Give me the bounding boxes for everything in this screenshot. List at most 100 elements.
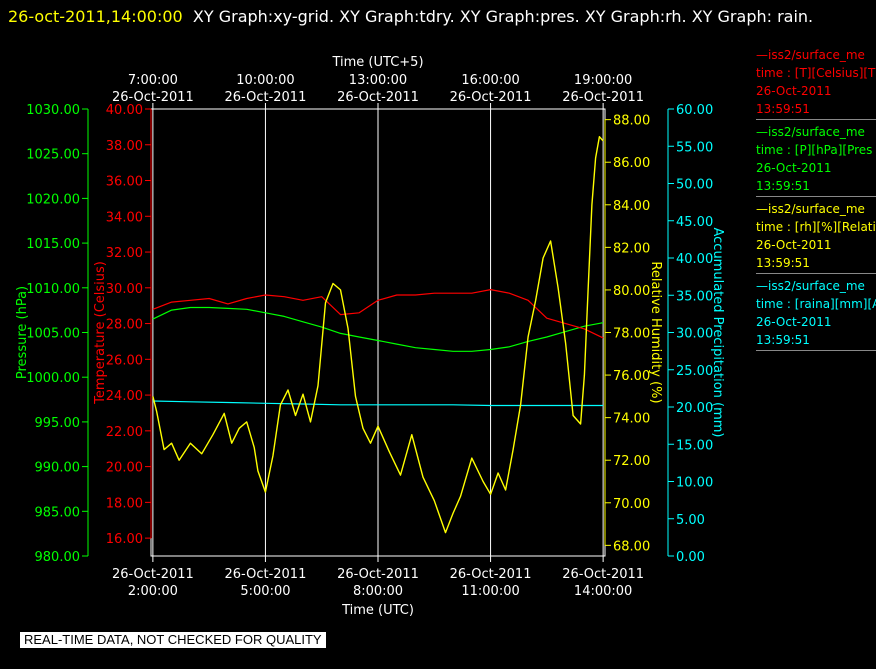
x-top-tick-label-date: 26-Oct-2011 bbox=[337, 90, 419, 105]
y-tick-label-rain: 35.00 bbox=[676, 289, 713, 304]
y-tick-label-rh: 68.00 bbox=[613, 539, 650, 554]
y-tick-label-tdry: 28.00 bbox=[106, 318, 143, 333]
y-tick-label-tdry: 30.00 bbox=[106, 282, 143, 297]
legend-line3: 26-Oct-2011 bbox=[756, 84, 832, 98]
y-tick-label-rain: 45.00 bbox=[676, 215, 713, 230]
x-tick-label-date: 26-Oct-2011 bbox=[562, 567, 644, 582]
legend-line4: 13:59:51 bbox=[756, 102, 810, 116]
y-tick-label-pres: 1030.00 bbox=[26, 103, 80, 118]
y-tick-label-tdry: 36.00 bbox=[106, 175, 143, 190]
y-axis-label-rh: Relative Humidity (%) bbox=[648, 261, 663, 403]
y-tick-label-rh: 74.00 bbox=[613, 412, 650, 427]
y-tick-label-pres: 1010.00 bbox=[26, 282, 80, 297]
y-axis-label-tdry: Temperature (Celsius) bbox=[93, 261, 108, 405]
x-top-axis-label: Time (UTC+5) bbox=[331, 55, 423, 70]
y-tick-label-rain: 30.00 bbox=[676, 327, 713, 342]
x-tick-label-date: 26-Oct-2011 bbox=[225, 567, 307, 582]
y-tick-label-pres: 990.00 bbox=[35, 461, 81, 476]
x-top-tick-label-time: 13:00:00 bbox=[349, 73, 407, 88]
y-tick-label-rh: 84.00 bbox=[613, 199, 650, 214]
y-tick-label-rh: 80.00 bbox=[613, 284, 650, 299]
x-top-tick-label-time: 19:00:00 bbox=[574, 73, 632, 88]
graph-title: 26-oct-2011,14:00:00 XY Graph:xy-grid. X… bbox=[8, 4, 858, 30]
y-axis-label-rain: Accumulated Precipitation (mm) bbox=[710, 227, 725, 437]
y-tick-label-rh: 78.00 bbox=[613, 327, 650, 342]
y-tick-label-tdry: 16.00 bbox=[106, 532, 143, 547]
series-line-tdry bbox=[152, 289, 604, 339]
y-tick-label-rain: 60.00 bbox=[676, 103, 713, 118]
legend-line1: —iss2/surface_me bbox=[756, 48, 865, 62]
series-line-rain bbox=[152, 400, 604, 407]
x-tick-label-time: 11:00:00 bbox=[461, 584, 519, 599]
legend-line4: 13:59:51 bbox=[756, 333, 810, 347]
y-tick-label-rain: 5.00 bbox=[676, 513, 705, 528]
y-tick-label-pres: 1025.00 bbox=[26, 148, 80, 163]
x-top-tick-label-time: 7:00:00 bbox=[128, 73, 178, 88]
legend-line2: time : [rh][%][Relati bbox=[756, 220, 876, 234]
y-tick-label-tdry: 24.00 bbox=[106, 389, 143, 404]
legend-line2: time : [T][Celsius][T bbox=[756, 66, 876, 80]
x-top-tick-label-date: 26-Oct-2011 bbox=[450, 90, 532, 105]
y-tick-label-tdry: 38.00 bbox=[106, 139, 143, 154]
y-tick-label-rh: 72.00 bbox=[613, 454, 650, 469]
y-tick-label-pres: 995.00 bbox=[35, 416, 81, 431]
legend-line3: 26-Oct-2011 bbox=[756, 238, 832, 252]
legend-line4: 13:59:51 bbox=[756, 179, 810, 193]
y-tick-label-rain: 40.00 bbox=[676, 252, 713, 267]
series-line-rh bbox=[152, 135, 604, 534]
x-top-tick-label-date: 26-Oct-2011 bbox=[562, 90, 644, 105]
y-tick-label-rain: 50.00 bbox=[676, 178, 713, 193]
x-tick-label-date: 26-Oct-2011 bbox=[112, 567, 194, 582]
x-tick-label-date: 26-Oct-2011 bbox=[337, 567, 419, 582]
y-tick-label-pres: 1015.00 bbox=[26, 237, 80, 252]
y-tick-label-tdry: 22.00 bbox=[106, 425, 143, 440]
x-tick-label-date: 26-Oct-2011 bbox=[450, 567, 532, 582]
y-axis-label-pres: Pressure (hPa) bbox=[15, 286, 30, 379]
x-top-tick-label-date: 26-Oct-2011 bbox=[112, 90, 194, 105]
legend-line1: —iss2/surface_me bbox=[756, 125, 865, 139]
y-tick-label-tdry: 32.00 bbox=[106, 246, 143, 261]
legend-line3: 26-Oct-2011 bbox=[756, 161, 832, 175]
y-tick-label-rh: 86.00 bbox=[613, 156, 650, 171]
y-tick-label-rh: 70.00 bbox=[613, 497, 650, 512]
title-timestamp: 26-oct-2011,14:00:00 bbox=[8, 7, 183, 26]
x-tick-label-time: 5:00:00 bbox=[240, 584, 290, 599]
y-tick-label-tdry: 26.00 bbox=[106, 353, 143, 368]
y-tick-label-rh: 82.00 bbox=[613, 241, 650, 256]
x-tick-label-time: 14:00:00 bbox=[574, 584, 632, 599]
legend-line3: 26-Oct-2011 bbox=[756, 315, 832, 329]
x-axis-label: Time (UTC) bbox=[341, 603, 414, 618]
y-tick-label-rh: 88.00 bbox=[613, 114, 650, 129]
y-tick-label-rain: 10.00 bbox=[676, 476, 713, 491]
y-tick-label-rain: 0.00 bbox=[676, 550, 705, 565]
legend-line1: —iss2/surface_me bbox=[756, 279, 865, 293]
legend-line4: 13:59:51 bbox=[756, 256, 810, 270]
y-tick-label-pres: 1000.00 bbox=[26, 371, 80, 386]
legend-line2: time : [P][hPa][Pres bbox=[756, 143, 873, 157]
y-tick-label-rain: 25.00 bbox=[676, 364, 713, 379]
legend: —iss2/surface_me time : [T][Celsius][T 26-… bbox=[756, 46, 876, 354]
y-tick-label-rain: 20.00 bbox=[676, 401, 713, 416]
x-tick-label-time: 8:00:00 bbox=[353, 584, 403, 599]
y-tick-label-tdry: 20.00 bbox=[106, 461, 143, 476]
legend-line2: time : [raina][mm][A bbox=[756, 297, 876, 311]
y-tick-label-pres: 1020.00 bbox=[26, 192, 80, 207]
y-tick-label-tdry: 34.00 bbox=[106, 210, 143, 225]
x-top-tick-label-time: 10:00:00 bbox=[236, 73, 294, 88]
title-graph-list: XY Graph:xy-grid. XY Graph:tdry. XY Grap… bbox=[192, 7, 814, 26]
y-tick-label-tdry: 18.00 bbox=[106, 496, 143, 511]
y-tick-label-tdry: 40.00 bbox=[106, 103, 143, 118]
x-tick-label-time: 2:00:00 bbox=[128, 584, 178, 599]
y-tick-label-pres: 980.00 bbox=[35, 550, 81, 565]
y-tick-label-rh: 76.00 bbox=[613, 369, 650, 384]
y-tick-label-rain: 55.00 bbox=[676, 140, 713, 155]
x-top-tick-label-date: 26-Oct-2011 bbox=[225, 90, 307, 105]
y-tick-label-pres: 1005.00 bbox=[26, 327, 80, 342]
legend-line1: —iss2/surface_me bbox=[756, 202, 865, 216]
quality-warning-label: REAL-TIME DATA, NOT CHECKED FOR QUALITY bbox=[20, 632, 326, 648]
